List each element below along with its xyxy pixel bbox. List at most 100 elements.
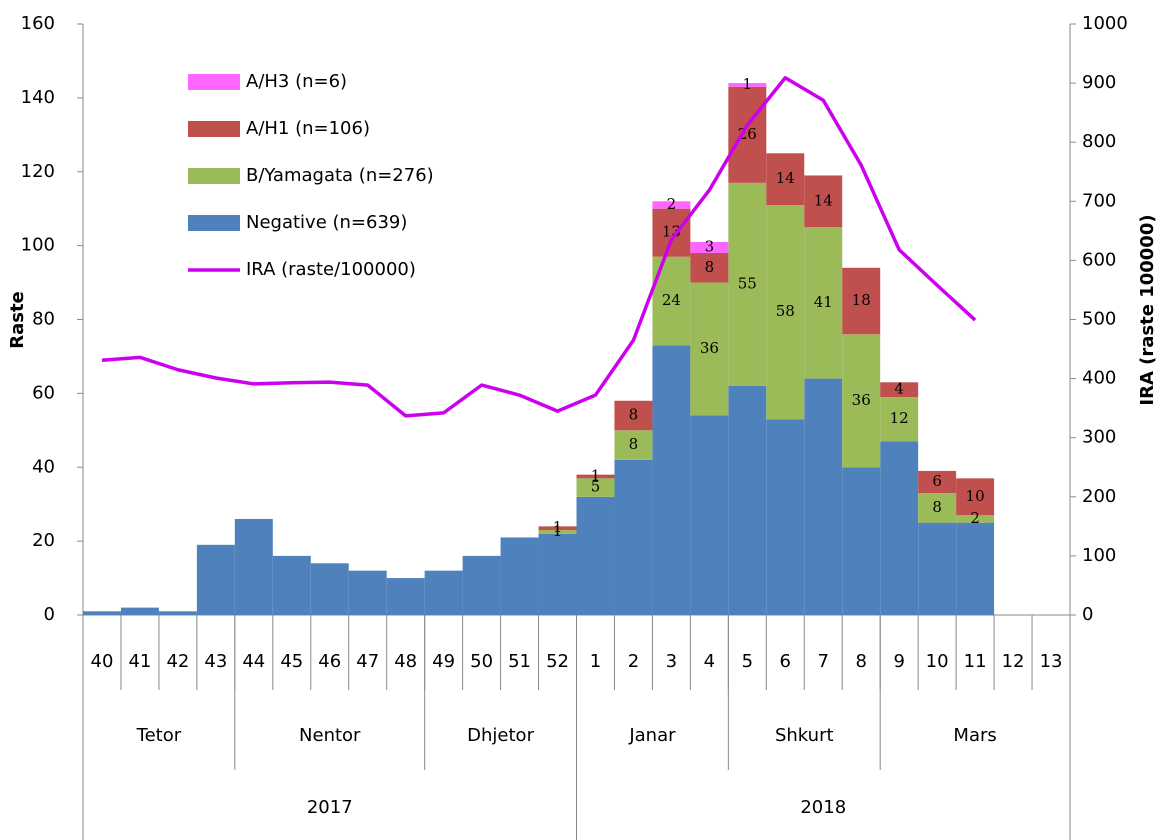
y2-tick-label: 300 <box>1082 427 1116 448</box>
bar-segment <box>576 474 615 479</box>
bar-segment <box>690 253 729 283</box>
legend-swatch <box>188 215 240 231</box>
y-tick-label: 20 <box>32 530 55 551</box>
x-tick-label: 52 <box>546 651 569 672</box>
bar-segment <box>728 182 767 386</box>
bar-segment <box>728 86 767 183</box>
data-label: 18 <box>852 291 871 309</box>
x-tick-label: 9 <box>893 651 904 672</box>
y2-tick-label: 500 <box>1082 309 1116 330</box>
months-label: Shkurt <box>775 725 834 746</box>
x-tick-label: 1 <box>590 651 601 672</box>
months-label: Janar <box>628 725 676 746</box>
bar-segment <box>538 530 577 534</box>
x-tick-label: 10 <box>926 651 949 672</box>
legend-label: A/H3 (n=6) <box>246 71 347 92</box>
x-tick-label: 3 <box>666 651 677 672</box>
x-tick-label: 5 <box>742 651 753 672</box>
x-tick-label: 11 <box>964 651 987 672</box>
x-tick-label: 43 <box>204 651 227 672</box>
bar-segment <box>956 515 995 523</box>
years-label: 2018 <box>800 797 846 818</box>
data-label: 1 <box>743 75 753 93</box>
legend-label: IRA (raste/100000) <box>246 259 416 280</box>
legend-label: B/Yamagata (n=276) <box>246 165 434 186</box>
months-label: Dhjetor <box>467 725 534 746</box>
y2-tick-label: 0 <box>1082 604 1093 625</box>
x-tick-label: 6 <box>780 651 791 672</box>
bar-segment <box>652 201 691 209</box>
bar-segment <box>918 522 957 615</box>
bar-segment <box>956 478 995 516</box>
x-tick-label: 46 <box>318 651 341 672</box>
legend-label: A/H1 (n=106) <box>246 118 370 139</box>
bar-segment <box>310 563 349 615</box>
data-label: 55 <box>738 274 757 292</box>
data-label: 3 <box>705 237 715 255</box>
bar-segment <box>614 459 653 615</box>
bar-segment <box>652 208 691 257</box>
data-label: 1 <box>553 518 563 536</box>
data-label: 14 <box>776 169 795 187</box>
y2-tick-label: 600 <box>1082 249 1116 270</box>
x-tick-label: 49 <box>432 651 455 672</box>
months-label: Tetor <box>136 725 182 746</box>
bar-segment <box>576 496 615 615</box>
bar-segment <box>690 241 729 254</box>
bar-segment <box>766 419 805 615</box>
data-label: 8 <box>629 435 639 453</box>
bar-segment <box>804 175 843 228</box>
bar-segment <box>842 267 881 335</box>
bar-segment <box>538 533 577 615</box>
data-label: 14 <box>814 191 833 209</box>
bar-segment <box>842 467 881 615</box>
x-tick-label: 13 <box>1040 651 1063 672</box>
bar-segment <box>348 570 387 615</box>
bar-segment <box>956 522 995 615</box>
x-tick-label: 48 <box>394 651 417 672</box>
y-tick-label: 80 <box>32 309 55 330</box>
data-label: 12 <box>890 409 909 427</box>
bar-segment <box>424 570 463 615</box>
bar-segment <box>538 526 577 531</box>
bar-segment <box>766 153 805 205</box>
data-label: 2 <box>970 509 980 527</box>
y-tick-label: 120 <box>21 161 55 182</box>
bar-segment <box>842 334 881 468</box>
x-tick-label: 50 <box>470 651 493 672</box>
x-tick-label: 40 <box>91 651 114 672</box>
bar-segment <box>690 282 729 416</box>
bar-segment <box>690 415 729 615</box>
x-tick-label: 7 <box>818 651 829 672</box>
data-label: 8 <box>932 498 942 516</box>
data-label: 36 <box>700 339 719 357</box>
data-label: 6 <box>932 472 942 490</box>
y2-tick-label: 200 <box>1082 486 1116 507</box>
data-label: 58 <box>776 302 795 320</box>
y-tick-label: 160 <box>21 13 55 34</box>
legend-swatch <box>188 74 240 90</box>
x-tick-label: 47 <box>356 651 379 672</box>
x-tick-label: 45 <box>280 651 303 672</box>
y2-tick-label: 700 <box>1082 190 1116 211</box>
x-tick-label: 41 <box>128 651 151 672</box>
data-label: 1 <box>591 466 601 484</box>
y-tick-label: 140 <box>21 87 55 108</box>
data-label: 5 <box>591 478 601 496</box>
data-label: 4 <box>894 380 904 398</box>
y-tick-label: 60 <box>32 382 55 403</box>
y2-axis-label: IRA (raste 100000) <box>1137 214 1158 405</box>
bar-segment <box>83 611 121 615</box>
bar-segment <box>576 478 615 497</box>
bar-segment <box>880 397 919 442</box>
y-axis-label: Raste <box>7 291 28 349</box>
bar-segment <box>120 607 159 615</box>
data-label: 1 <box>553 522 563 540</box>
y-tick-label: 100 <box>21 235 55 256</box>
data-label: 8 <box>705 258 715 276</box>
y2-tick-label: 400 <box>1082 368 1116 389</box>
legend-swatch <box>188 121 240 137</box>
bar-segment <box>652 345 691 615</box>
bar-segment <box>728 385 767 615</box>
